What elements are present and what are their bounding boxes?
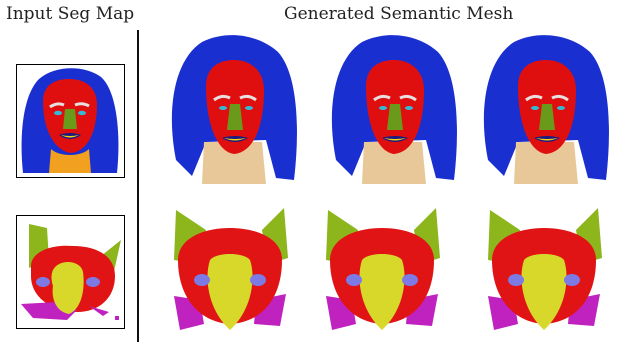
generated-mesh-header: Generated Semantic Mesh — [284, 4, 514, 24]
face-mesh-1 — [166, 30, 300, 188]
column-divider — [137, 30, 139, 342]
cat-seg-map — [16, 215, 125, 329]
input-seg-map-header: Input Seg Map — [6, 4, 135, 24]
cat-mesh-2 — [312, 200, 452, 340]
face-mesh-2 — [326, 30, 460, 188]
face-mesh-3 — [478, 30, 612, 188]
cat-mesh-3 — [474, 200, 614, 340]
face-seg-map — [16, 64, 125, 178]
cat-mesh-1 — [160, 200, 300, 340]
